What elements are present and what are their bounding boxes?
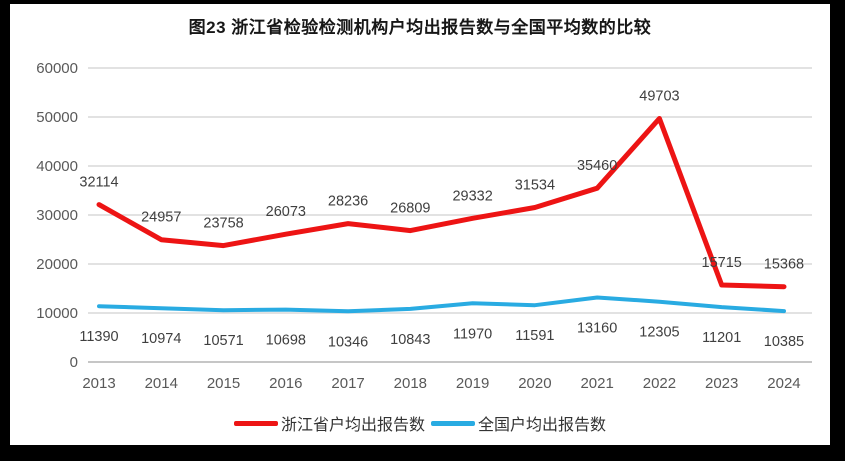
x-axis-tick-label: 2021 [580, 375, 613, 392]
data-label: 10571 [203, 333, 243, 349]
data-label: 24957 [141, 210, 181, 226]
data-label: 26809 [390, 201, 430, 217]
legend-line-swatch [431, 420, 475, 426]
x-axis-tick-label: 2014 [145, 375, 178, 392]
data-label: 11591 [515, 328, 554, 344]
y-axis-tick-label: 50000 [36, 109, 78, 126]
x-axis-tick-label: 2018 [394, 375, 427, 392]
legend-item: 浙江省户均出报告数 [233, 411, 425, 435]
legend-label: 全国户均出报告数 [478, 417, 607, 434]
data-label: 10974 [141, 331, 181, 347]
data-label: 11201 [702, 330, 741, 346]
y-axis-tick-label: 20000 [36, 256, 78, 273]
data-label: 12305 [639, 325, 679, 341]
x-axis-tick-label: 2020 [518, 375, 551, 392]
data-label: 31534 [515, 177, 555, 193]
data-label: 13160 [577, 321, 617, 337]
data-label: 15368 [764, 257, 804, 273]
data-label: 10843 [390, 332, 430, 348]
x-axis-tick-label: 2015 [207, 375, 240, 392]
y-axis-tick-label: 0 [70, 354, 78, 371]
x-axis-tick-label: 2017 [331, 375, 364, 392]
y-axis-tick-label: 10000 [36, 305, 78, 322]
legend-label: 浙江省户均出报告数 [280, 417, 425, 434]
data-label: 28236 [328, 194, 368, 210]
data-label: 49703 [639, 88, 679, 104]
series-line-zhejiang [96, 116, 787, 290]
data-label: 23758 [203, 216, 243, 232]
series-line-national [97, 295, 786, 314]
x-axis-tick-label: 2016 [269, 375, 302, 392]
chart-svg: 0 10000 20000 30000 40000 50000 60000 2013 2014 2… [36, 60, 812, 392]
x-axis-tick-label: 2013 [82, 375, 115, 392]
data-label: 15715 [702, 255, 742, 271]
data-label: 10698 [266, 333, 306, 349]
chart-canvas: 图23 浙江省检验检测机构户均出报告数与全国平均数的比较 0 10000 20000… [10, 4, 830, 445]
x-axis-tick-label: 2024 [767, 375, 800, 392]
data-label: 11970 [453, 326, 492, 342]
x-axis-tick-label: 2023 [705, 375, 738, 392]
x-axis-tick-label: 2019 [456, 375, 489, 392]
chart-title: 图23 浙江省检验检测机构户均出报告数与全国平均数的比较 [188, 18, 652, 37]
x-axis-tick-label: 2022 [643, 375, 676, 392]
data-label: 35460 [577, 158, 617, 174]
y-axis-tick-label: 60000 [36, 60, 78, 77]
data-label: 26073 [266, 204, 306, 220]
legend-line-swatch [233, 420, 278, 426]
data-label: 29332 [452, 188, 492, 204]
chart-legend: 浙江省户均出报告数 全国户均出报告数 [10, 411, 830, 435]
legend-item: 全国户均出报告数 [431, 411, 606, 435]
data-label: 32114 [79, 175, 118, 191]
data-label: 10346 [328, 334, 368, 350]
y-axis-tick-label: 30000 [36, 207, 78, 224]
data-label: 11390 [79, 329, 118, 345]
y-axis-tick-label: 40000 [36, 158, 78, 175]
data-label: 10385 [764, 334, 804, 350]
